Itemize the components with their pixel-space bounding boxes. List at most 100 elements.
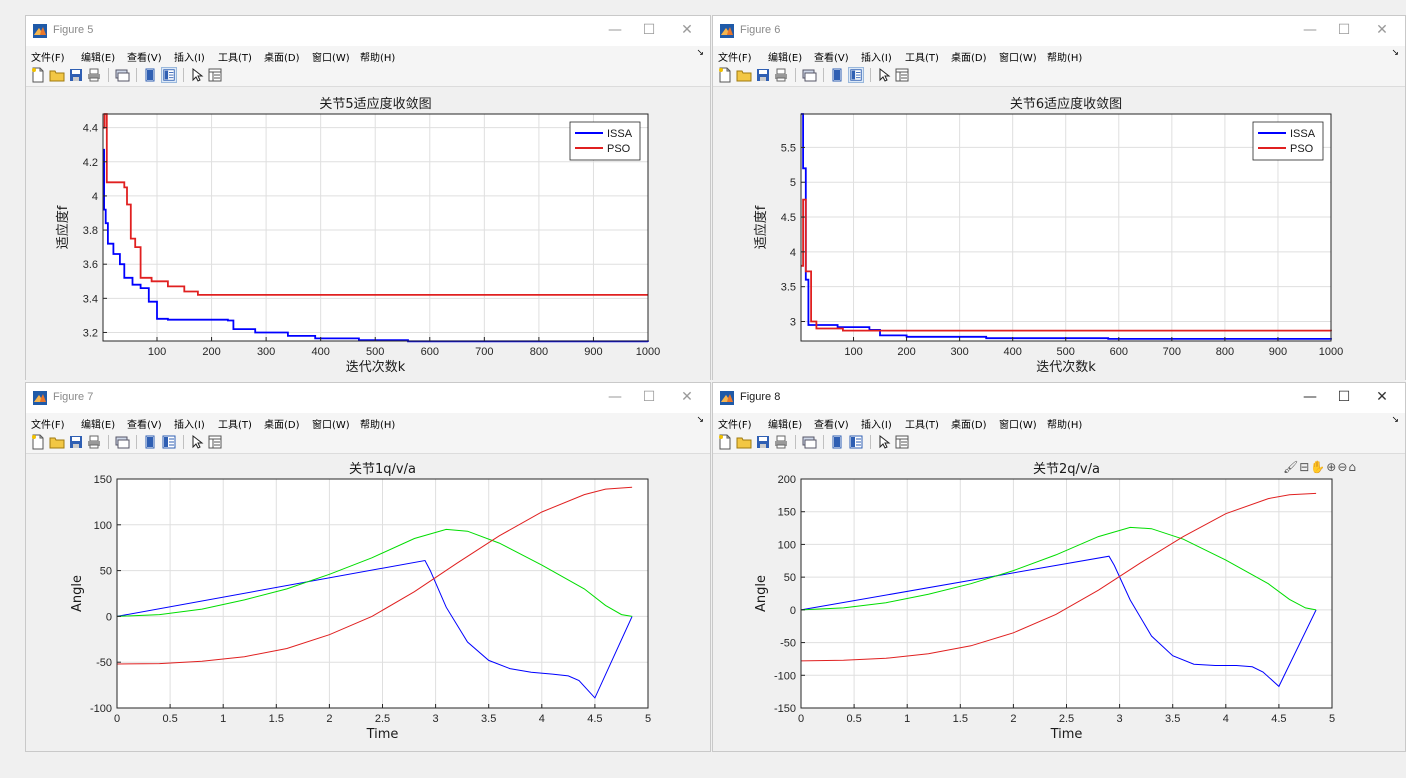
new-figure-icon[interactable] [717, 434, 733, 450]
menu-help[interactable]: 帮助(H) [1047, 420, 1083, 431]
show-plot-tools-icon[interactable] [848, 67, 864, 83]
x-tick-label: 0 [114, 713, 120, 725]
title-bar[interactable]: Figure 8 — ☐ ✕ [713, 383, 1405, 413]
maximize-button[interactable]: ☐ [1337, 22, 1351, 38]
menu-desktop[interactable]: 桌面(D) [264, 420, 300, 431]
save-icon[interactable] [68, 434, 84, 450]
menu-overflow-icon[interactable]: ↘ [696, 415, 704, 425]
maximize-button[interactable]: ☐ [642, 22, 656, 38]
print-icon[interactable] [773, 434, 789, 450]
menu-edit[interactable]: 编辑(E) [768, 420, 803, 431]
menu-insert[interactable]: 插入(I) [861, 53, 892, 64]
hide-plot-tools-icon[interactable] [829, 67, 845, 83]
menu-tools[interactable]: 工具(T) [905, 53, 939, 64]
hide-plot-tools-icon[interactable] [142, 434, 158, 450]
close-button[interactable]: ✕ [681, 22, 693, 38]
menu-view[interactable]: 查看(V) [127, 420, 162, 431]
link-plot-icon[interactable] [114, 434, 130, 450]
chart-joint1-qva[interactable]: 0 0.5 1 1.5 2 2.5 3 3.5 4 4.5 5 -100 -50 0 50 100 150 关节1… [26, 454, 711, 752]
hide-plot-tools-icon[interactable] [829, 434, 845, 450]
menu-view[interactable]: 查看(V) [814, 420, 849, 431]
close-button[interactable]: ✕ [1376, 389, 1388, 405]
print-icon[interactable] [773, 67, 789, 83]
menu-desktop[interactable]: 桌面(D) [951, 53, 987, 64]
pointer-arrow-icon[interactable] [876, 434, 892, 450]
hide-plot-tools-icon[interactable] [142, 67, 158, 83]
print-icon[interactable] [86, 434, 102, 450]
menu-help[interactable]: 帮助(H) [360, 420, 396, 431]
menu-tools[interactable]: 工具(T) [905, 420, 939, 431]
chart-convergence-joint6[interactable]: 100 200 300 400 500 600 700 800 900 1000 3 3.5 4 4.5 5… [713, 87, 1406, 380]
pointer-arrow-icon[interactable] [876, 67, 892, 83]
menu-overflow-icon[interactable]: ↘ [1391, 415, 1399, 425]
property-inspector-icon[interactable] [207, 67, 223, 83]
minimize-button[interactable]: — [608, 22, 622, 38]
save-icon[interactable] [68, 67, 84, 83]
menu-file[interactable]: 文件(F) [718, 420, 752, 431]
chart-title: 关节1q/v/a [349, 462, 416, 477]
y-axis-label: Angle [70, 575, 85, 612]
menu-window[interactable]: 窗口(W) [312, 420, 350, 431]
menu-overflow-icon[interactable]: ↘ [1391, 48, 1399, 58]
menu-file[interactable]: 文件(F) [718, 53, 752, 64]
open-file-icon[interactable] [736, 67, 752, 83]
show-plot-tools-icon[interactable] [161, 434, 177, 450]
link-plot-icon[interactable] [801, 434, 817, 450]
minimize-button[interactable]: — [1303, 389, 1317, 405]
menu-desktop[interactable]: 桌面(D) [264, 53, 300, 64]
open-file-icon[interactable] [49, 434, 65, 450]
open-file-icon[interactable] [49, 67, 65, 83]
menu-insert[interactable]: 插入(I) [861, 420, 892, 431]
new-figure-icon[interactable] [30, 434, 46, 450]
axes-toolbar-icons[interactable]: 🖌⊟✋⊕⊖⌂ [1283, 460, 1357, 474]
close-button[interactable]: ✕ [1376, 22, 1388, 38]
pointer-arrow-icon[interactable] [189, 67, 205, 83]
title-bar[interactable]: Figure 7 — ☐ ✕ [26, 383, 710, 413]
menu-window[interactable]: 窗口(W) [312, 53, 350, 64]
chart-convergence-joint5[interactable]: 100 200 300 400 500 600 700 800 900 1000 3.2 3.4 3.6… [26, 87, 711, 380]
x-tick-label: 3 [433, 713, 439, 725]
menu-tools[interactable]: 工具(T) [218, 420, 252, 431]
menu-file[interactable]: 文件(F) [31, 420, 65, 431]
title-bar[interactable]: Figure 5 — ☐ ✕ [26, 16, 710, 46]
menu-insert[interactable]: 插入(I) [174, 420, 205, 431]
menu-view[interactable]: 查看(V) [127, 53, 162, 64]
maximize-button[interactable]: ☐ [642, 389, 656, 405]
link-plot-icon[interactable] [801, 67, 817, 83]
menu-file[interactable]: 文件(F) [31, 53, 65, 64]
print-icon[interactable] [86, 67, 102, 83]
menu-window[interactable]: 窗口(W) [999, 420, 1037, 431]
close-button[interactable]: ✕ [681, 389, 693, 405]
property-inspector-icon[interactable] [894, 434, 910, 450]
menu-edit[interactable]: 编辑(E) [81, 420, 116, 431]
chart-joint2-qva[interactable]: 0 0.5 1 1.5 2 2.5 3 3.5 4 4.5 5 -150 -100 -50 0 50 100 15… [713, 454, 1406, 752]
open-file-icon[interactable] [736, 434, 752, 450]
x-tick-label: 2 [1010, 713, 1016, 725]
menu-help[interactable]: 帮助(H) [360, 53, 396, 64]
link-plot-icon[interactable] [114, 67, 130, 83]
save-icon[interactable] [755, 434, 771, 450]
menu-overflow-icon[interactable]: ↘ [696, 48, 704, 58]
property-inspector-icon[interactable] [894, 67, 910, 83]
menu-edit[interactable]: 编辑(E) [81, 53, 116, 64]
menu-desktop[interactable]: 桌面(D) [951, 420, 987, 431]
show-plot-tools-icon[interactable] [161, 67, 177, 83]
maximize-button[interactable]: ☐ [1337, 389, 1351, 405]
title-bar[interactable]: Figure 6 — ☐ ✕ [713, 16, 1405, 46]
menu-insert[interactable]: 插入(I) [174, 53, 205, 64]
y-tick-label: 4.2 [83, 157, 98, 169]
menu-tools[interactable]: 工具(T) [218, 53, 252, 64]
menu-window[interactable]: 窗口(W) [999, 53, 1037, 64]
x-tick-label: 800 [530, 346, 548, 358]
new-figure-icon[interactable] [30, 67, 46, 83]
pointer-arrow-icon[interactable] [189, 434, 205, 450]
new-figure-icon[interactable] [717, 67, 733, 83]
show-plot-tools-icon[interactable] [848, 434, 864, 450]
menu-view[interactable]: 查看(V) [814, 53, 849, 64]
minimize-button[interactable]: — [608, 389, 622, 405]
menu-edit[interactable]: 编辑(E) [768, 53, 803, 64]
minimize-button[interactable]: — [1303, 22, 1317, 38]
property-inspector-icon[interactable] [207, 434, 223, 450]
save-icon[interactable] [755, 67, 771, 83]
menu-help[interactable]: 帮助(H) [1047, 53, 1083, 64]
